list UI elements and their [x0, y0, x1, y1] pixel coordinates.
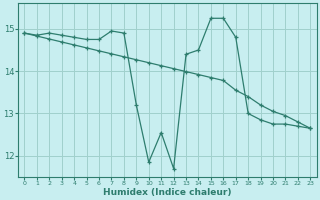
X-axis label: Humidex (Indice chaleur): Humidex (Indice chaleur)	[103, 188, 232, 197]
